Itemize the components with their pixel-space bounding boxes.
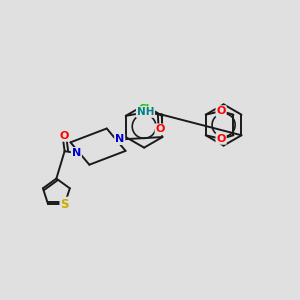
Text: O: O [155,124,165,134]
Text: O: O [216,106,226,116]
Text: NH: NH [137,107,154,117]
Text: O: O [216,134,226,144]
Text: N: N [72,148,81,158]
Text: Cl: Cl [138,104,149,114]
Text: O: O [59,131,69,141]
Text: N: N [115,134,124,144]
Text: S: S [60,198,69,211]
